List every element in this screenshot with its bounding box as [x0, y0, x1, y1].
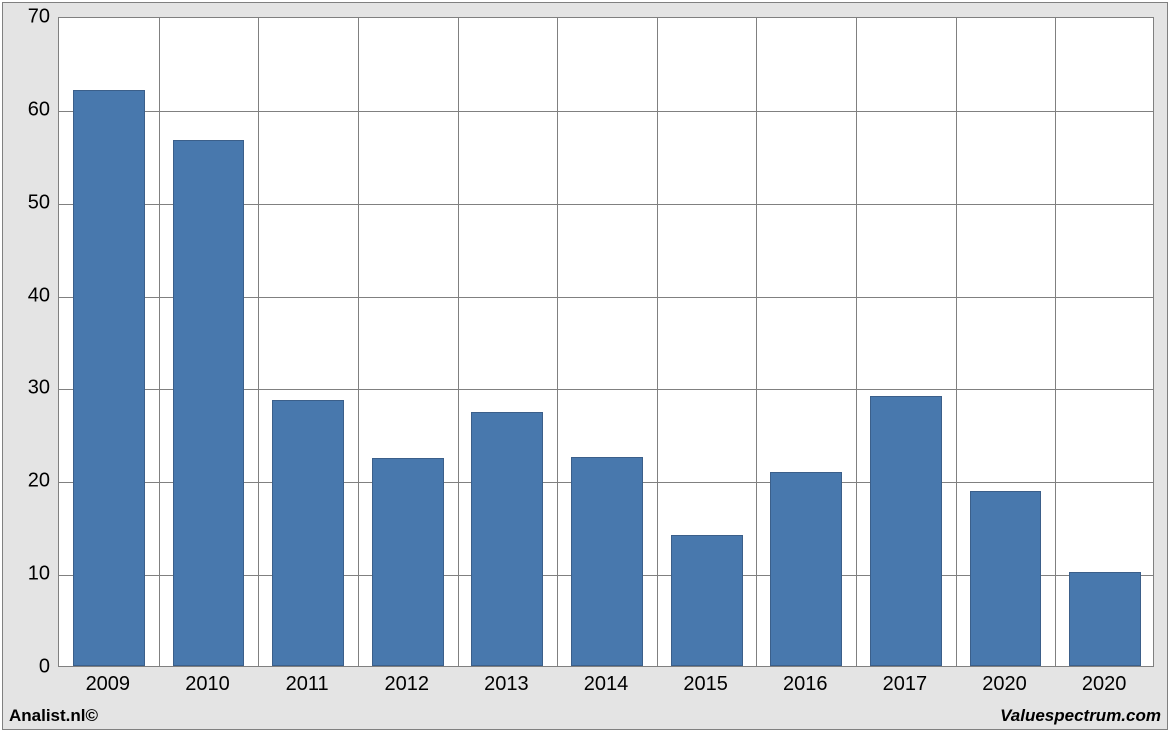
- gridline-vertical: [756, 18, 757, 666]
- gridline-vertical: [258, 18, 259, 666]
- y-tick-label: 40: [3, 284, 50, 307]
- gridline-vertical: [358, 18, 359, 666]
- bar: [73, 90, 145, 666]
- gridline-vertical: [956, 18, 957, 666]
- credit-left: Analist.nl©: [9, 706, 98, 726]
- gridline-vertical: [159, 18, 160, 666]
- bar: [870, 396, 942, 666]
- y-tick-label: 60: [3, 98, 50, 121]
- y-tick-label: 0: [3, 656, 50, 679]
- y-tick-label: 20: [3, 470, 50, 493]
- chart-container: 0 10 20 30 40 50 60 70 2009 2010 2011 2012 2013 2014…: [0, 0, 1172, 734]
- gridline-vertical: [458, 18, 459, 666]
- x-tick-label: 2020: [1082, 673, 1127, 696]
- chart-panel: 0 10 20 30 40 50 60 70 2009 2010 2011 2012 2013 2014…: [2, 2, 1168, 730]
- bar: [1069, 572, 1141, 666]
- y-tick-label: 30: [3, 377, 50, 400]
- bar: [173, 140, 245, 666]
- x-tick-label: 2013: [484, 673, 529, 696]
- y-tick-label: 10: [3, 563, 50, 586]
- bar: [471, 412, 543, 666]
- x-tick-label: 2011: [286, 673, 329, 696]
- y-tick-label: 50: [3, 191, 50, 214]
- x-tick-label: 2014: [584, 673, 629, 696]
- credit-right: Valuespectrum.com: [1000, 706, 1161, 726]
- x-tick-label: 2010: [185, 673, 230, 696]
- x-tick-label: 2020: [982, 673, 1027, 696]
- bar: [571, 457, 643, 666]
- bar: [272, 400, 344, 666]
- gridline-vertical: [1055, 18, 1056, 666]
- gridline-vertical: [657, 18, 658, 666]
- gridline-vertical: [856, 18, 857, 666]
- x-tick-label: 2017: [883, 673, 928, 696]
- bar: [970, 491, 1042, 667]
- y-tick-label: 70: [3, 6, 50, 29]
- plot-frame: [58, 17, 1154, 667]
- plot-area: [59, 18, 1153, 666]
- gridline-horizontal: [59, 111, 1153, 112]
- x-tick-label: 2015: [683, 673, 728, 696]
- bar: [770, 472, 842, 666]
- gridline-vertical: [557, 18, 558, 666]
- x-tick-label: 2016: [783, 673, 828, 696]
- bar: [372, 458, 444, 666]
- x-tick-label: 2009: [86, 673, 131, 696]
- x-tick-label: 2012: [384, 673, 429, 696]
- bar: [671, 535, 743, 666]
